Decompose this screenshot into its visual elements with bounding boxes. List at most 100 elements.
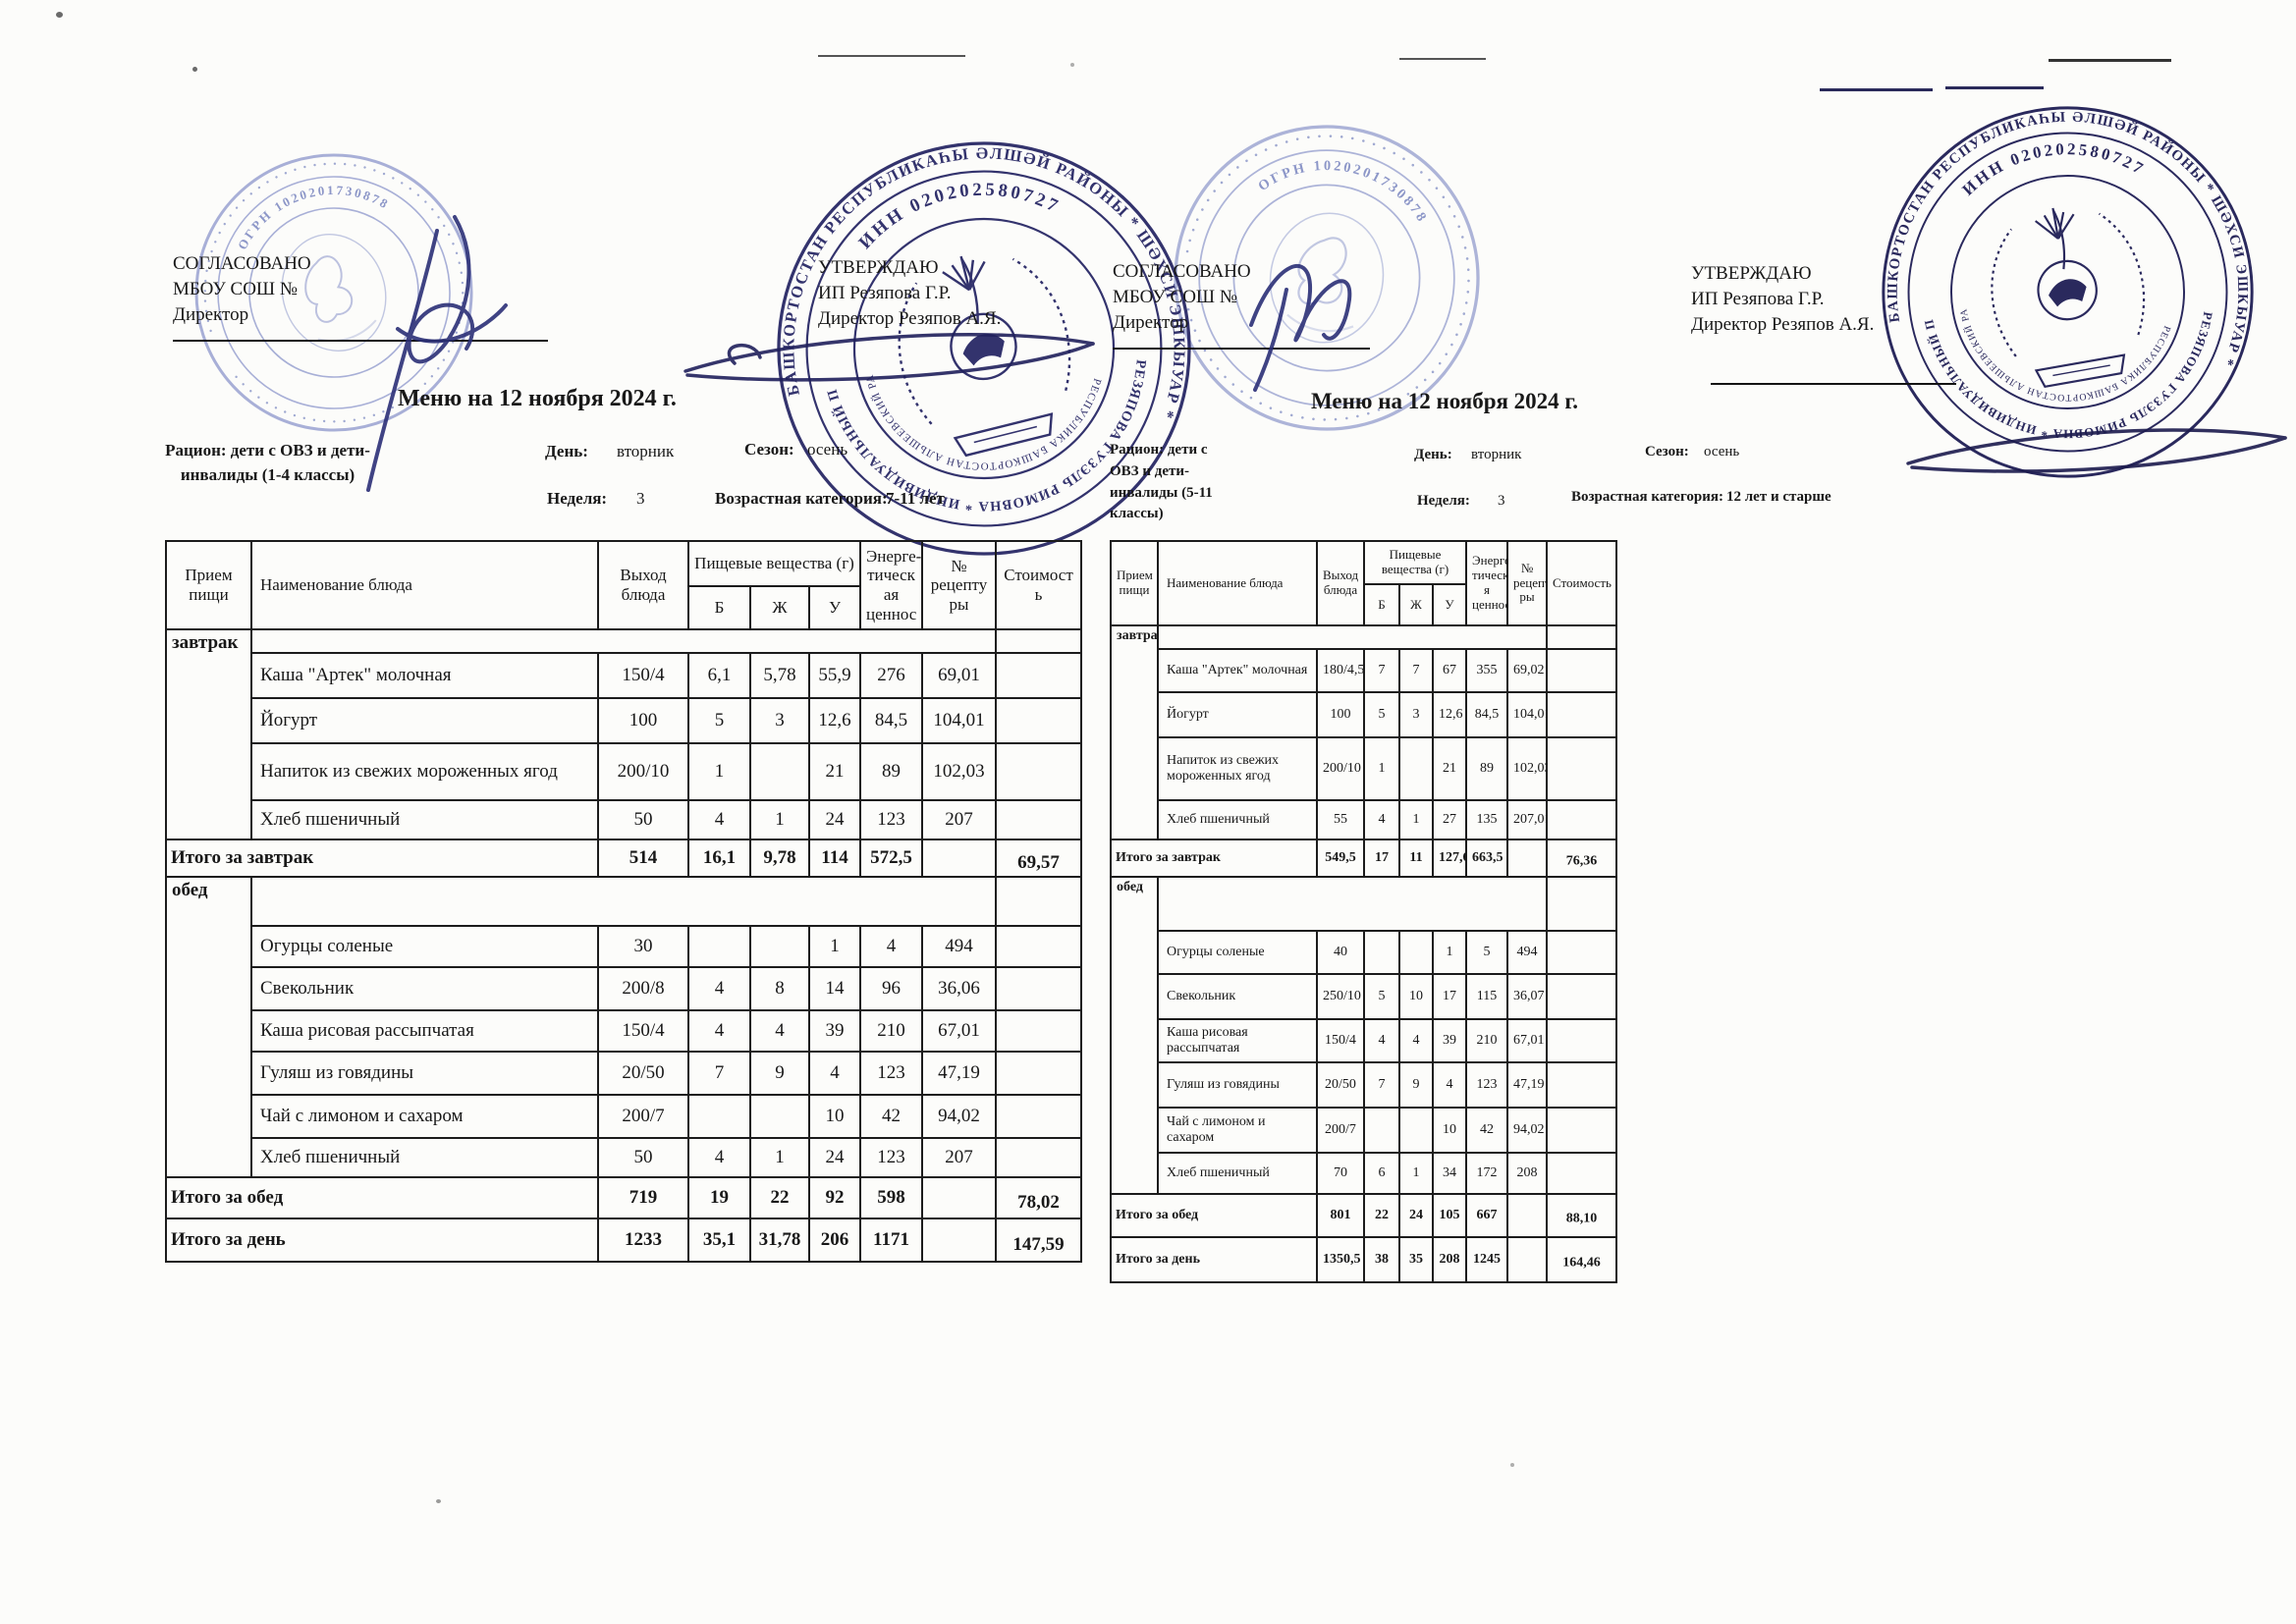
section-row: завтрак [1110,624,1618,840]
signature-underline [1113,348,1370,350]
col-carbs: У [1431,583,1468,626]
agreed-line2: МБОУ СОШ № [173,279,298,299]
cell-cost [1546,736,1618,801]
agreed-line3: Директор [173,304,249,325]
section-spacer-cell [1546,876,1618,932]
total-row: Итого за обед 719 19 22 92 598 78,02 [165,1176,1082,1219]
meal-section-label: обед [1110,876,1159,1195]
cell-out: 200/8 [597,966,689,1011]
cell-out: 70 [1316,1152,1365,1195]
cell-out: 200/7 [597,1094,689,1139]
section-spacer-cell [995,876,1082,927]
cell-recipe: 207 [921,1137,997,1178]
day-value: вторник [617,442,675,460]
cell-recipe: 104,01 [1506,691,1549,738]
cell-zh: 9 [749,1051,810,1096]
cell-dish-name: Йогурт [250,697,599,744]
col-nutrients: Пищевые вещества (г) [687,540,861,587]
cell-u: 39 [1431,1018,1468,1063]
header-row: Б Ж У [166,585,1081,630]
cell-recipe: 47,19 [921,1051,997,1096]
day-label: День: [1414,447,1452,462]
total-cost-value: 88,10 [1565,1211,1598,1226]
week-label: Неделя: [547,489,608,508]
cell-energy: 123 [859,1051,923,1096]
svg-text:ИНН 020202580727: ИНН 020202580727 [1953,124,2151,210]
cell-cost [1546,1061,1618,1109]
col-dish: Наименование блюда [1157,540,1318,626]
cell-zh: 9,78 [749,839,810,878]
age-category-value: 7-11 лет [886,489,945,508]
cell-zh: 5,78 [749,652,810,699]
week-label: Неделя: [1417,493,1470,509]
cell-out: 150/4 [597,652,689,699]
cell-dish-name: Свекольник [250,966,599,1011]
cell-out: 30 [597,925,689,968]
cell-zh [1398,930,1434,975]
cell-zh: 1 [749,799,810,840]
cell-zh: 3 [749,697,810,744]
cell-energy: 355 [1465,648,1509,693]
cell-dish-name: Каша рисовая рассыпчатая [250,1009,599,1053]
cell-dish-name: Гуляш из говядины [1157,1061,1318,1109]
col-fat: Ж [749,585,810,630]
svg-text:ОГРН 1020201730878: ОГРН 1020201730878 [1253,144,1439,228]
agreed-line2: МБОУ СОШ № [1113,287,1237,307]
cell-b: 7 [687,1051,751,1096]
col-protein: Б [1363,583,1400,626]
section-spacer-cell [250,876,997,927]
cell-zh: 7 [1398,648,1434,693]
cell-cost [995,742,1082,801]
cell-recipe [1506,1193,1549,1238]
agreed-line3: Директор [1113,312,1189,333]
season-value: осень [807,440,848,459]
cell-energy: 210 [859,1009,923,1053]
cell-recipe [1506,839,1549,878]
age-category-label: Возрастная категория: [715,489,888,508]
approved-line1: УТВЕРЖДАЮ [1691,263,1812,284]
cell-dish-name: Каша рисовая рассыпчатая [1157,1018,1318,1063]
cell-recipe: 94,02 [1506,1107,1549,1154]
cell-u: 14 [808,966,861,1011]
dish-row: Хлеб пшеничный 55 4 1 27 135 207,01 [1111,799,1618,840]
dish-row: Чай с лимоном и сахаром 200/7 10 42 94,0… [1111,1107,1618,1154]
cell-recipe: 94,02 [921,1094,997,1139]
signature-underline [1711,383,1956,385]
cell-recipe: 36,06 [921,966,997,1011]
cell-cost [995,1137,1082,1178]
total-cost-value: 164,46 [1562,1255,1601,1271]
cell-u: 208 [1431,1236,1468,1283]
cell-b: 4 [687,1137,751,1178]
ration-note-right: Рацион: дети с ОВЗ и дети-инвалиды (5-11… [1110,442,1213,522]
cell-cost [1546,1018,1618,1063]
dish-row: Каша "Артек" молочная 180/4,5 7 7 67 355… [1111,648,1618,693]
cell-b: 4 [687,799,751,840]
week-value: 3 [1498,493,1505,509]
cell-b [1363,1107,1400,1154]
cell-dish-name: Гуляш из говядины [250,1051,599,1096]
day-total-row: Итого за день 1233 35,1 31,78 206 1171 1… [165,1218,1082,1263]
cell-energy: 84,5 [859,697,923,744]
stamp-outer-ring-text: БАШКОРТОСТАН РЕСПУБЛИКАҺЫ ӘЛШӘЙ РАЙОНЫ *… [1856,81,2266,426]
total-cost-value: 78,02 [1017,1191,1060,1213]
cell-u: 127,6 [1431,839,1468,878]
season-label: Сезон: [1645,444,1689,460]
col-fat: Ж [1398,583,1434,626]
cell-dish-name: Каша "Артек" молочная [1157,648,1318,693]
cell-out: 180/4,5 [1316,648,1365,693]
section-spacer-cell [1156,876,1549,932]
cell-energy: 598 [859,1176,923,1219]
cell-zh: 4 [749,1009,810,1053]
cell-recipe: 208 [1506,1152,1549,1195]
col-out: Выход блюда [597,540,689,630]
section-row: завтрак [165,628,1082,840]
cell-b: 4 [1363,1018,1400,1063]
total-cost-value: 76,36 [1565,853,1598,869]
cell-recipe: 36,07 [1506,973,1549,1020]
dish-row: Хлеб пшеничный 70 6 1 34 172 208 [1111,1152,1618,1195]
cell-b: 5 [1363,691,1400,738]
cell-energy: 1245 [1465,1236,1509,1283]
cell-cost [1546,648,1618,693]
dish-row: Хлеб пшеничный 50 4 1 24 123 207 [166,1137,1082,1178]
cell-u: 67 [1431,648,1468,693]
